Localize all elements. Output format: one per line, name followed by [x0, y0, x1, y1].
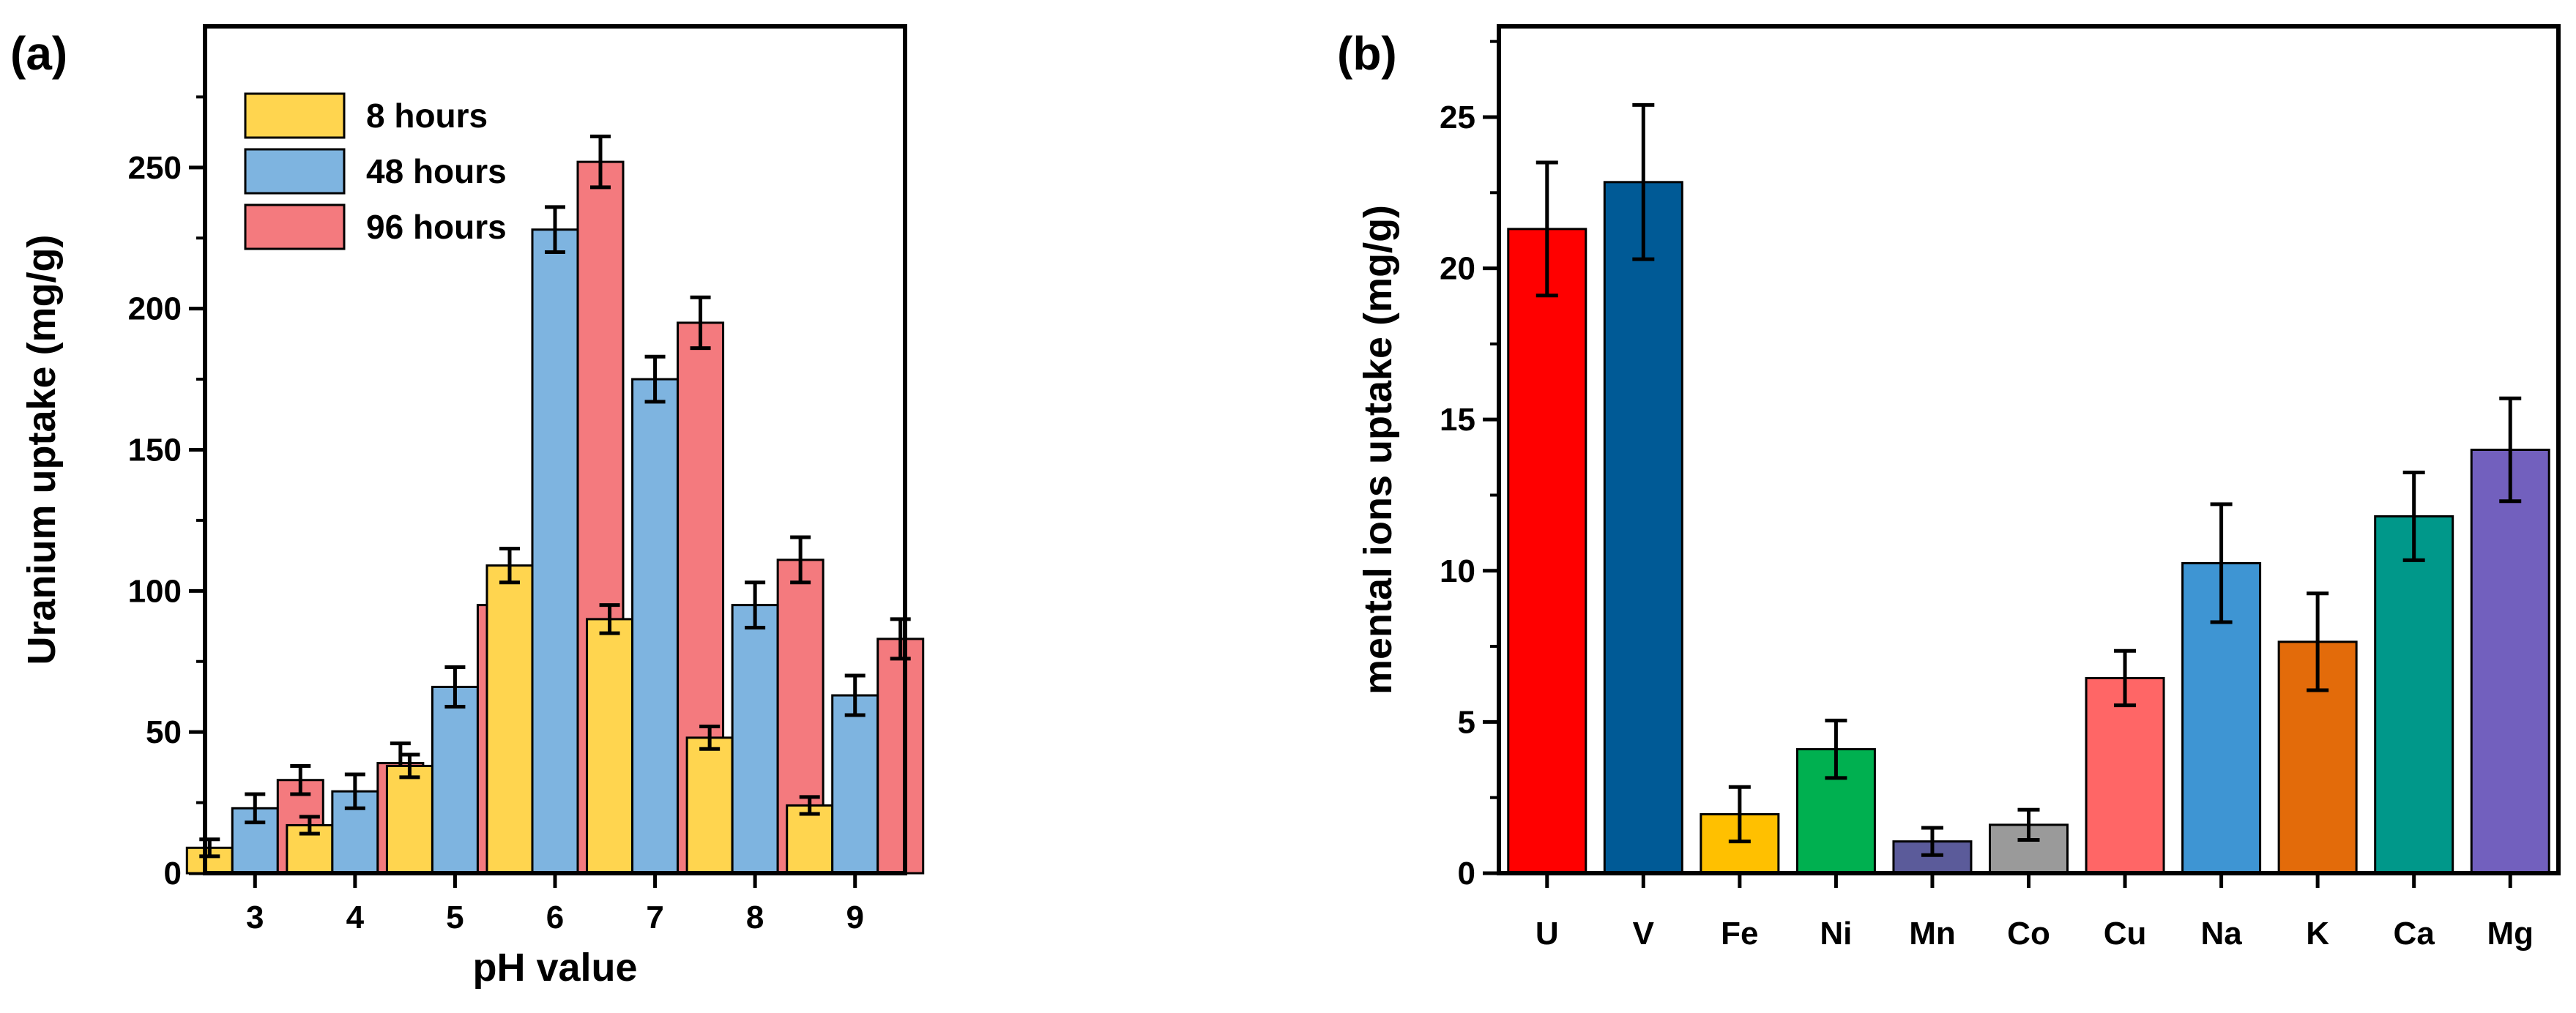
- y-axis-title-a: Uranium uptake (mg/g): [20, 234, 64, 665]
- legend-swatch-a: [244, 92, 346, 139]
- x-tick-label-a: 7: [646, 900, 663, 935]
- legend-swatch-a: [244, 203, 346, 250]
- y-tick-label-a: 250: [128, 150, 182, 186]
- x-tick-label-b: U: [1535, 916, 1559, 952]
- y-axis-title-b: mental ions uptake (mg/g): [1356, 205, 1400, 695]
- y-tick-label-a: 100: [128, 573, 182, 609]
- x-tick-label-b: Ca: [2394, 916, 2435, 952]
- bar-a: [586, 618, 634, 875]
- bar-a: [731, 604, 779, 875]
- legend-label-a: 96 hours: [366, 208, 507, 246]
- x-tick-label-a: 5: [446, 900, 464, 935]
- bar-a: [431, 685, 479, 875]
- plot-frame-b: [1497, 24, 2561, 875]
- y-tick-label-b: 20: [1440, 251, 1475, 287]
- panel-label-a: (a): [10, 27, 67, 80]
- plot-frame-a: [203, 24, 907, 875]
- legend-label-a: 48 hours: [366, 152, 507, 190]
- x-tick-label-a: 8: [746, 900, 764, 935]
- x-tick-label-b: Ni: [1820, 916, 1852, 952]
- y-tick-label-a: 50: [146, 714, 182, 750]
- y-tick-label-b: 15: [1440, 402, 1475, 438]
- x-tick-label-b: K: [2306, 916, 2329, 952]
- bar-a: [385, 764, 433, 875]
- y-tick-label-b: 5: [1458, 704, 1475, 740]
- bar-a: [831, 694, 879, 875]
- x-tick-label-b: V: [1633, 916, 1655, 952]
- bar-a: [485, 564, 534, 875]
- x-tick-label-a: 3: [246, 900, 264, 935]
- x-tick-label-b: Mn: [1909, 916, 1956, 952]
- bar-b: [2470, 449, 2550, 875]
- y-tick-label-b: 10: [1440, 553, 1475, 589]
- x-axis-title-a: pH value: [472, 946, 637, 990]
- x-tick-label-b: Na: [2200, 916, 2242, 952]
- x-tick-label-a: 9: [846, 900, 863, 935]
- y-tick-label-b: 0: [1458, 856, 1475, 891]
- x-tick-label-b: Mg: [2487, 916, 2534, 952]
- y-tick-label-a: 0: [164, 856, 182, 891]
- bar-a: [531, 228, 579, 875]
- x-tick-label-a: 4: [346, 900, 365, 935]
- y-tick-label-a: 200: [128, 291, 182, 327]
- chart-b: (b) mental ions uptake (mg/g) 0 5 10 15 20 25…: [1337, 24, 2561, 952]
- x-tick-label-b: Co: [2007, 916, 2050, 952]
- y-tick-label-b: 25: [1440, 100, 1475, 135]
- x-tick-label-a: 6: [546, 900, 564, 935]
- legend-swatch-a: [244, 148, 346, 195]
- bar-a: [631, 378, 680, 875]
- bar-b: [2374, 515, 2454, 875]
- legend-label-a: 8 hours: [366, 97, 488, 135]
- panel-label-b: (b): [1337, 27, 1397, 80]
- bar-b: [1603, 181, 1683, 875]
- x-tick-label-b: Fe: [1721, 916, 1758, 952]
- y-tick-label-a: 150: [128, 433, 182, 468]
- bar-a: [685, 736, 734, 875]
- x-tick-label-b: Cu: [2104, 916, 2147, 952]
- bar-b: [1507, 228, 1587, 875]
- bar-b: [2085, 676, 2165, 875]
- bar-a: [876, 638, 925, 875]
- chart-a: (a) Uranium uptake (mg/g) pH value 0 50 10…: [10, 24, 925, 990]
